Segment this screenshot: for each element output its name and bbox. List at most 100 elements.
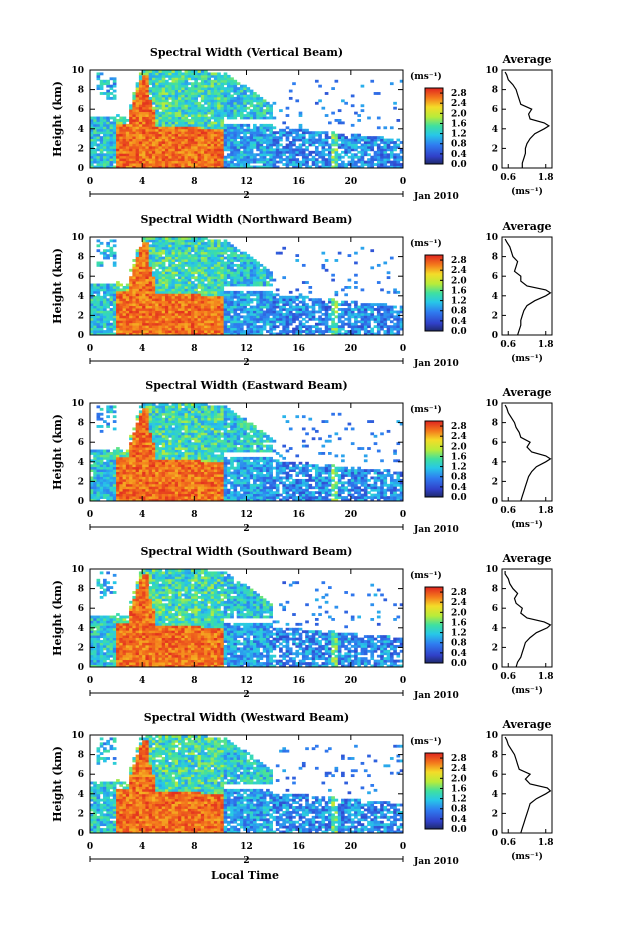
heatmap-cell: [207, 278, 212, 282]
heatmap-cell: [138, 106, 143, 110]
heatmap-cell: [116, 478, 120, 482]
heatmap-cell: [116, 133, 120, 137]
heatmap-cell: [112, 283, 117, 287]
heatmap-cell: [158, 153, 163, 157]
heatmap-cell: [243, 96, 247, 100]
heatmap-cell: [220, 148, 225, 152]
heatmap-cell: [158, 77, 163, 81]
heatmap-cell: [354, 315, 358, 319]
heatmap-cell: [298, 114, 303, 117]
heatmap-cell: [164, 101, 169, 105]
heatmap-cell: [112, 126, 117, 130]
heatmap-cell: [269, 141, 273, 144]
heatmap-cell: [171, 286, 176, 289]
heatmap-cell: [155, 300, 159, 304]
heatmap-cell: [226, 281, 231, 284]
heatmap-cell: [230, 278, 234, 282]
heatmap-cell: [373, 320, 378, 324]
heatmap-cell: [138, 303, 143, 306]
heatmap-cell: [223, 99, 228, 103]
heatmap-cell: [142, 153, 146, 157]
heatmap-cell: [266, 116, 270, 120]
heatmap-cell: [207, 126, 212, 130]
heatmap-cell: [357, 145, 362, 149]
heatmap-cell: [129, 163, 133, 166]
heatmap-cell: [191, 263, 195, 267]
heatmap-cell: [347, 145, 352, 149]
heatmap-cell: [174, 320, 179, 324]
heatmap-cell: [148, 106, 153, 110]
heatmap-cell: [96, 469, 101, 472]
heatmap-cell: [253, 106, 257, 110]
heatmap-cell: [181, 101, 185, 105]
heatmap-cell: [148, 330, 153, 333]
heatmap-cell: [181, 325, 185, 329]
heatmap-cell: [226, 244, 231, 248]
heatmap-cell: [132, 276, 137, 280]
heatmap-cell: [119, 150, 123, 154]
heatmap-cell: [161, 330, 166, 333]
heatmap-cell: [341, 133, 345, 137]
heatmap-cell: [132, 145, 137, 149]
heatmap-cell: [318, 322, 322, 326]
heatmap-cell: [135, 138, 140, 142]
heatmap-cell: [164, 254, 169, 257]
heatmap-cell: [354, 317, 358, 321]
heatmap-cell: [148, 104, 153, 108]
heatmap-cell: [337, 327, 342, 331]
heatmap-cell: [226, 126, 231, 130]
x-tick-label: 4: [139, 177, 145, 187]
heatmap-cell: [259, 290, 264, 294]
heatmap-cell: [197, 72, 202, 76]
heatmap-cell: [197, 308, 202, 311]
heatmap-cell: [164, 259, 169, 262]
heatmap-cell: [191, 308, 195, 311]
heatmap-cell: [151, 84, 156, 88]
heatmap-cell: [298, 128, 303, 132]
heatmap-cell: [181, 271, 185, 275]
heatmap-cell: [90, 476, 94, 480]
heatmap-cell: [174, 163, 179, 166]
heatmap-cell: [187, 119, 192, 122]
heatmap-cell: [132, 266, 137, 270]
heatmap-cell: [376, 317, 381, 321]
heatmap-cell: [360, 138, 365, 142]
heatmap-cell: [138, 298, 143, 302]
heatmap-cell: [99, 251, 104, 255]
heatmap-cell: [256, 278, 260, 282]
heatmap-cell: [158, 141, 163, 144]
heatmap-cell: [197, 322, 202, 326]
heatmap-cell: [282, 325, 287, 329]
heatmap-cell: [376, 158, 381, 162]
heatmap-cell: [399, 158, 404, 162]
heatmap-cell: [357, 155, 362, 159]
heatmap-cell: [226, 283, 231, 287]
heatmap-cell: [158, 72, 163, 76]
heatmap-cell: [93, 158, 97, 162]
heatmap-cell: [350, 300, 355, 304]
heatmap-cell: [217, 82, 221, 86]
heatmap-cell: [226, 163, 231, 166]
heatmap-cell: [99, 163, 104, 166]
heatmap-cell: [204, 155, 208, 159]
heatmap-cell: [106, 310, 110, 314]
heatmap-cell: [178, 126, 182, 130]
heatmap-cell: [269, 143, 273, 147]
heatmap-cell: [99, 469, 104, 472]
heatmap-cell: [396, 325, 401, 329]
heatmap-cell: [282, 312, 287, 316]
heatmap-cell: [164, 303, 169, 306]
heatmap-cell: [129, 143, 133, 147]
heatmap-cell: [164, 327, 169, 331]
heatmap-cell: [204, 126, 208, 130]
heatmap-cell: [148, 288, 153, 292]
heatmap-cell: [217, 136, 221, 139]
heatmap-cell: [301, 128, 306, 132]
heatmap-cell: [168, 293, 172, 297]
heatmap-cell: [148, 308, 153, 311]
heatmap-cells: [90, 403, 404, 502]
heatmap-cell: [184, 138, 189, 142]
heatmap-cell: [331, 158, 335, 162]
heatmap-cell: [213, 111, 218, 115]
x-tick-label: 12: [240, 344, 253, 354]
